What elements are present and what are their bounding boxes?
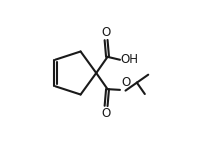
Text: OH: OH — [121, 53, 139, 66]
Text: O: O — [101, 26, 111, 39]
Text: O: O — [121, 76, 131, 89]
Text: O: O — [101, 107, 111, 120]
